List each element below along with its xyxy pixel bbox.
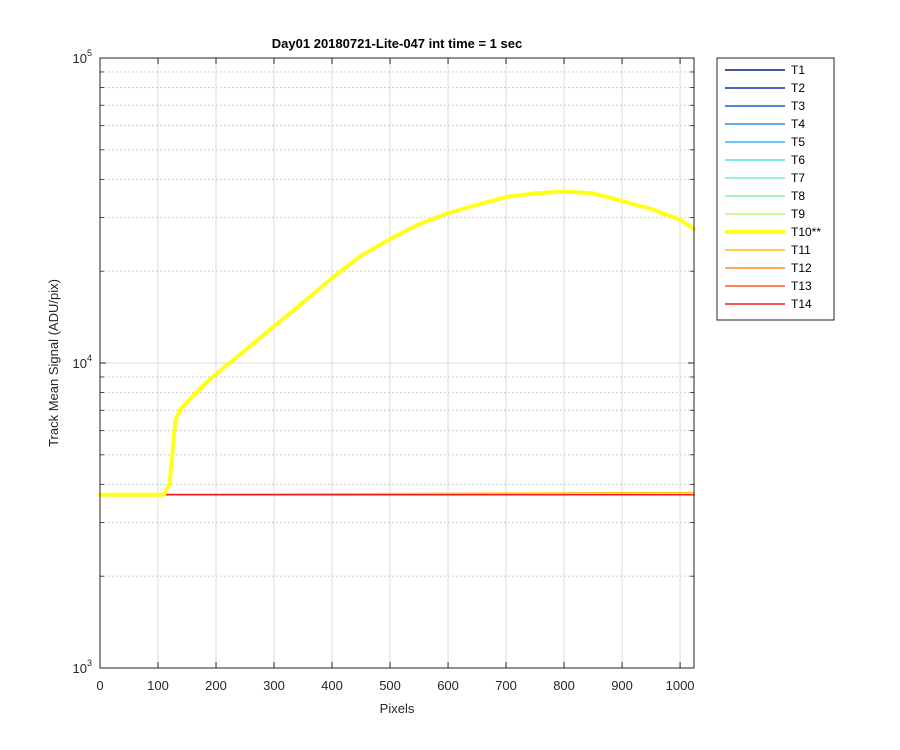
x-tick-label: 800 bbox=[553, 678, 575, 693]
legend: T1 T2 T3 T4 T5 T6 T7 T8 T9 T10** T11 T12 T13 T14 bbox=[716, 57, 835, 321]
y-tick-label-exponent: 5 bbox=[87, 48, 92, 58]
x-tick-label: 100 bbox=[147, 678, 169, 693]
legend-label: T7 bbox=[791, 171, 805, 185]
legend-label: T14 bbox=[791, 297, 812, 311]
legend-label: T11 bbox=[791, 243, 811, 257]
legend-box bbox=[716, 57, 835, 321]
chart-title: Day01 20180721-Lite-047 int time = 1 sec bbox=[272, 36, 522, 51]
legend-label: T2 bbox=[791, 81, 805, 95]
y-tick-label: 105 bbox=[73, 48, 92, 66]
legend-label: T5 bbox=[791, 135, 805, 149]
x-tick-label: 600 bbox=[437, 678, 459, 693]
legend-label: T12 bbox=[791, 261, 812, 275]
y-tick-label-exponent: 3 bbox=[87, 658, 92, 668]
legend-label: T9 bbox=[791, 207, 805, 221]
y-tick-label-base: 10 bbox=[73, 356, 87, 371]
x-tick-label: 200 bbox=[205, 678, 227, 693]
grid bbox=[99, 57, 694, 669]
series-lines bbox=[98, 189, 696, 497]
x-tick-label: 900 bbox=[611, 678, 633, 693]
series-line-t10 bbox=[98, 189, 696, 497]
x-axis-label: Pixels bbox=[380, 701, 415, 716]
y-tick-label: 104 bbox=[73, 353, 92, 371]
y-tick-label-base: 10 bbox=[73, 661, 87, 676]
legend-label: T10** bbox=[791, 225, 821, 239]
x-tick-label: 300 bbox=[263, 678, 285, 693]
y-tick-label-exponent: 4 bbox=[87, 353, 92, 363]
legend-label: T6 bbox=[791, 153, 805, 167]
legend-label: T3 bbox=[791, 99, 805, 113]
legend-label: T1 bbox=[791, 63, 805, 77]
y-tick-label-base: 10 bbox=[73, 51, 87, 66]
y-axis-label: Track Mean Signal (ADU/pix) bbox=[46, 279, 61, 447]
x-tick-label: 400 bbox=[321, 678, 343, 693]
x-tick-label: 0 bbox=[96, 678, 103, 693]
legend-label: T8 bbox=[791, 189, 805, 203]
x-tick-label: 1000 bbox=[666, 678, 695, 693]
legend-label: T13 bbox=[791, 279, 812, 293]
y-tick-label: 103 bbox=[73, 658, 92, 676]
x-tick-label: 700 bbox=[495, 678, 517, 693]
x-tick-label: 500 bbox=[379, 678, 401, 693]
legend-label: T4 bbox=[791, 117, 805, 131]
